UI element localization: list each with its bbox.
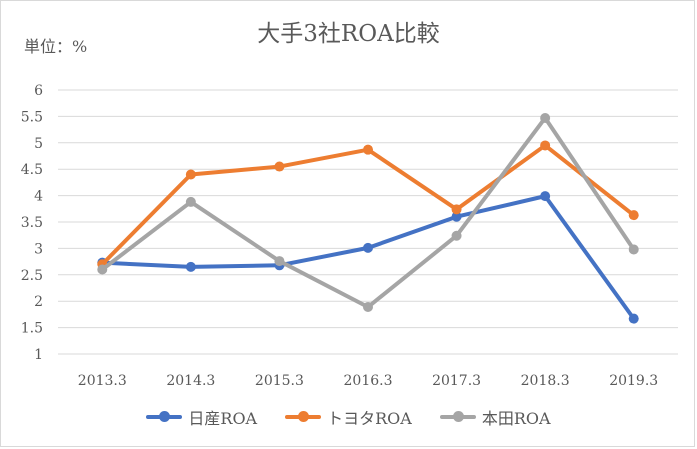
x-tick-label: 2018.3 <box>521 373 570 389</box>
x-tick-label: 2019.3 <box>609 373 658 389</box>
data-point <box>628 244 639 255</box>
y-tick-label: 4.5 <box>21 162 43 178</box>
x-tick-label: 2017.3 <box>432 373 481 389</box>
y-tick-label: 5 <box>34 136 43 152</box>
series-line-0 <box>100 194 636 321</box>
y-tick-label: 2.5 <box>21 268 43 284</box>
data-point <box>185 261 196 272</box>
data-point <box>451 211 462 222</box>
chart-legend: 日産ROA トヨタROA 本田ROA <box>0 405 697 429</box>
legend-marker <box>452 411 464 422</box>
data-point <box>363 302 373 313</box>
data-point <box>185 196 196 207</box>
legend-marker <box>298 411 310 422</box>
legend-item: トヨタROA <box>285 405 412 429</box>
data-point <box>274 161 285 172</box>
data-point <box>628 210 639 221</box>
legend-marker <box>159 411 171 422</box>
data-point <box>540 140 551 151</box>
y-tick-label: 2 <box>34 294 43 310</box>
y-tick-label: 1 <box>34 347 43 363</box>
y-tick-label: 1.5 <box>21 321 43 337</box>
data-point <box>540 112 551 123</box>
legend-item: 日産ROA <box>146 405 257 429</box>
legend-item: 本田ROA <box>439 405 551 429</box>
data-point <box>451 230 462 241</box>
data-point <box>540 191 551 202</box>
x-tick-label: 2013.3 <box>78 373 127 389</box>
data-point <box>451 204 462 215</box>
x-tick-label: 2014.3 <box>166 373 215 389</box>
data-point <box>185 169 196 180</box>
y-tick-label: 4 <box>34 189 43 205</box>
legend-swatch <box>439 411 476 422</box>
y-tick-label: 3.5 <box>21 215 43 231</box>
y-tick-label: 5.5 <box>21 109 43 125</box>
legend-label: 日産ROA <box>188 409 258 428</box>
legend-swatch <box>285 411 322 422</box>
y-tick-label: 6 <box>34 83 43 99</box>
data-point <box>363 144 373 155</box>
legend-label: 本田ROA <box>481 409 551 428</box>
data-point <box>97 264 108 275</box>
data-point <box>628 313 639 324</box>
chart-title: 大手3社ROA比較 <box>257 21 440 47</box>
x-tick-label: 2016.3 <box>344 373 393 389</box>
y-tick-label: 3 <box>34 241 43 257</box>
legend-label: トヨタROA <box>327 409 412 428</box>
x-tick-label: 2015.3 <box>255 373 304 389</box>
unit-label: 単位：% <box>24 37 88 56</box>
legend-swatch <box>146 411 183 422</box>
data-point <box>274 256 285 267</box>
data-point <box>363 242 373 253</box>
